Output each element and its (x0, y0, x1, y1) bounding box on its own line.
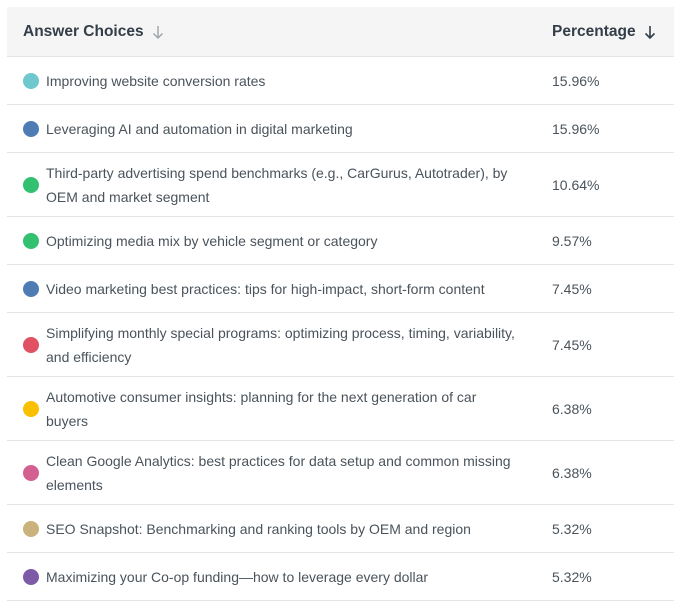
percentage-value: 6.38% (552, 400, 592, 417)
answer-choice-label: Third-party advertising spend benchmarks… (46, 164, 508, 205)
percentage-value: 15.96% (552, 120, 600, 137)
color-dot-icon (23, 280, 39, 297)
color-dot-icon (23, 232, 39, 249)
table-row: Optimizing media mix by vehicle segment … (7, 217, 674, 265)
percentage-value: 10.64% (552, 176, 600, 193)
percentage-header-label: Percentage (552, 22, 636, 40)
results-table: Answer Choices Percentage Improving webs… (7, 7, 674, 601)
answer-choice-label: SEO Snapshot: Benchmarking and ranking t… (46, 520, 471, 537)
answer-choice-label: Clean Google Analytics: best practices f… (46, 452, 511, 493)
color-dot-icon (23, 400, 39, 417)
percentage-value: 9.57% (552, 232, 592, 249)
sort-arrow-down-icon[interactable] (152, 25, 164, 39)
percentage-value: 5.32% (552, 568, 592, 585)
sort-arrow-down-active-icon[interactable] (644, 25, 656, 39)
color-dot-icon (23, 72, 39, 89)
percentage-value: 7.45% (552, 336, 592, 353)
table-row: Third-party advertising spend benchmarks… (7, 153, 674, 217)
percentage-value: 7.45% (552, 280, 592, 297)
color-dot-icon (23, 520, 39, 537)
answer-choice-label: Optimizing media mix by vehicle segment … (46, 232, 378, 249)
answer-choice-label: Simplifying monthly special programs: op… (46, 324, 515, 365)
color-dot-icon (23, 176, 39, 193)
percentage-value: 15.96% (552, 72, 600, 89)
percentage-column-header[interactable]: Percentage (552, 23, 656, 41)
answer-choice-label: Leveraging AI and automation in digital … (46, 120, 353, 137)
table-row: Maximizing your Co-op funding—how to lev… (7, 553, 674, 601)
table-row: Clean Google Analytics: best practices f… (7, 441, 674, 505)
table-row: Automotive consumer insights: planning f… (7, 377, 674, 441)
table-row: Improving website conversion rates 15.96… (7, 57, 674, 105)
table-row: Simplifying monthly special programs: op… (7, 313, 674, 377)
percentage-value: 5.32% (552, 520, 592, 537)
answer-choice-label: Maximizing your Co-op funding—how to lev… (46, 568, 429, 585)
answer-choice-label: Video marketing best practices: tips for… (46, 280, 485, 297)
answer-choice-label: Improving website conversion rates (46, 72, 266, 89)
answer-choices-header-label: Answer Choices (23, 22, 144, 40)
answer-choices-column-header[interactable]: Answer Choices (23, 23, 164, 41)
table-row: Leveraging AI and automation in digital … (7, 105, 674, 153)
color-dot-icon (23, 336, 39, 353)
table-row: SEO Snapshot: Benchmarking and ranking t… (7, 505, 674, 553)
table-row: Video marketing best practices: tips for… (7, 265, 674, 313)
color-dot-icon (23, 464, 39, 481)
percentage-value: 6.38% (552, 464, 592, 481)
color-dot-icon (23, 568, 39, 585)
answer-choice-label: Automotive consumer insights: planning f… (46, 388, 477, 429)
table-header: Answer Choices Percentage (7, 7, 674, 57)
color-dot-icon (23, 120, 39, 137)
